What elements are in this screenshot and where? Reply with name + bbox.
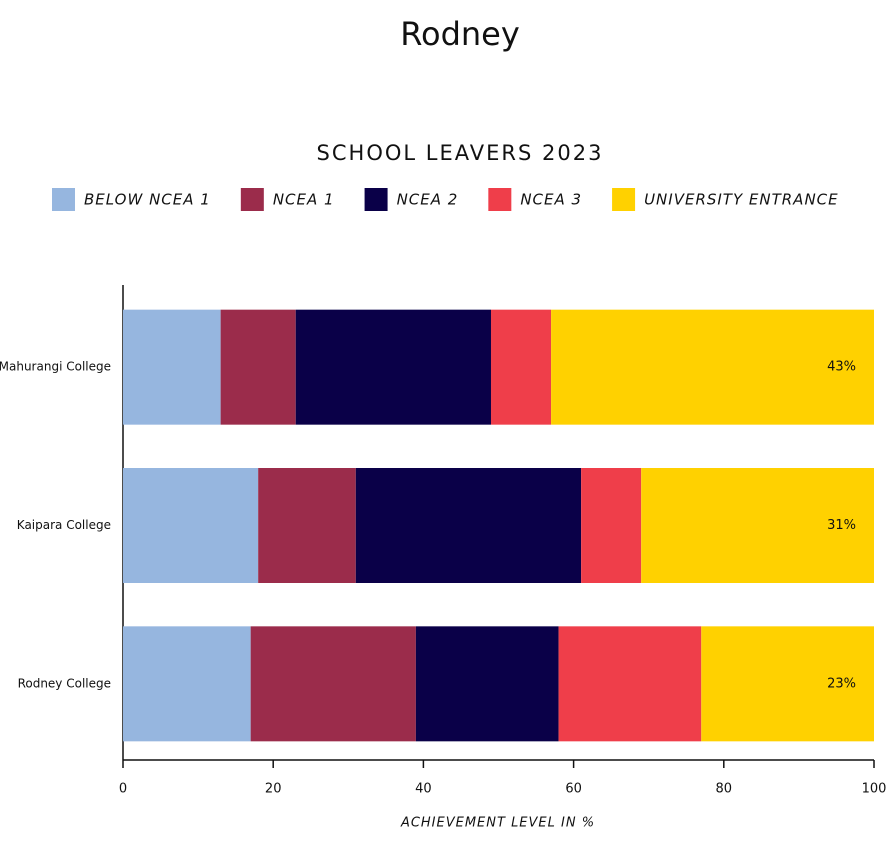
legend-swatch — [612, 188, 636, 211]
bar-segment — [490, 309, 552, 425]
bar-segment — [123, 626, 251, 742]
legend-swatch — [52, 188, 75, 211]
bar-segment — [123, 468, 259, 583]
legend-label: BELOW NCEA 1 — [84, 191, 211, 209]
data-label: 23% — [827, 676, 856, 691]
y-tick-label: Kaipara College — [17, 518, 111, 532]
x-axis-label: ACHIEVEMENT LEVEL IN % — [400, 816, 595, 831]
bar-segment — [295, 309, 491, 425]
x-tick-label: 60 — [565, 782, 582, 797]
legend-label: NCEA 2 — [397, 191, 459, 209]
bar-segment — [551, 309, 874, 425]
bar-segment — [581, 468, 642, 583]
legend-swatch — [240, 188, 264, 211]
data-label: 43% — [827, 360, 856, 375]
legend-swatch — [364, 188, 388, 211]
legend-label: NCEA 1 — [273, 191, 335, 209]
x-tick-label: 20 — [265, 782, 282, 797]
legend-swatch — [488, 188, 512, 211]
page-title: Rodney — [400, 15, 520, 53]
x-tick-label: 80 — [716, 782, 733, 797]
bar-segment — [220, 309, 296, 425]
bar-segment — [701, 626, 874, 742]
x-tick-label: 100 — [862, 782, 887, 797]
x-tick-label: 40 — [415, 782, 432, 797]
legend-label: NCEA 3 — [520, 191, 582, 209]
bar-segment — [558, 626, 702, 742]
y-tick-label: Mahurangi College — [0, 360, 111, 374]
data-label: 31% — [827, 518, 856, 533]
bar-segment — [250, 626, 416, 742]
legend-label: UNIVERSITY ENTRANCE — [644, 191, 839, 209]
y-tick-label: Rodney College — [18, 676, 111, 690]
chart-subtitle: SCHOOL LEAVERS 2023 — [317, 141, 604, 165]
bar-segment — [258, 468, 356, 583]
bar-segment — [123, 309, 221, 425]
bar-segment — [355, 468, 582, 583]
x-tick-label: 0 — [119, 782, 127, 797]
bar-segment — [415, 626, 559, 742]
bar-segment — [641, 468, 874, 583]
